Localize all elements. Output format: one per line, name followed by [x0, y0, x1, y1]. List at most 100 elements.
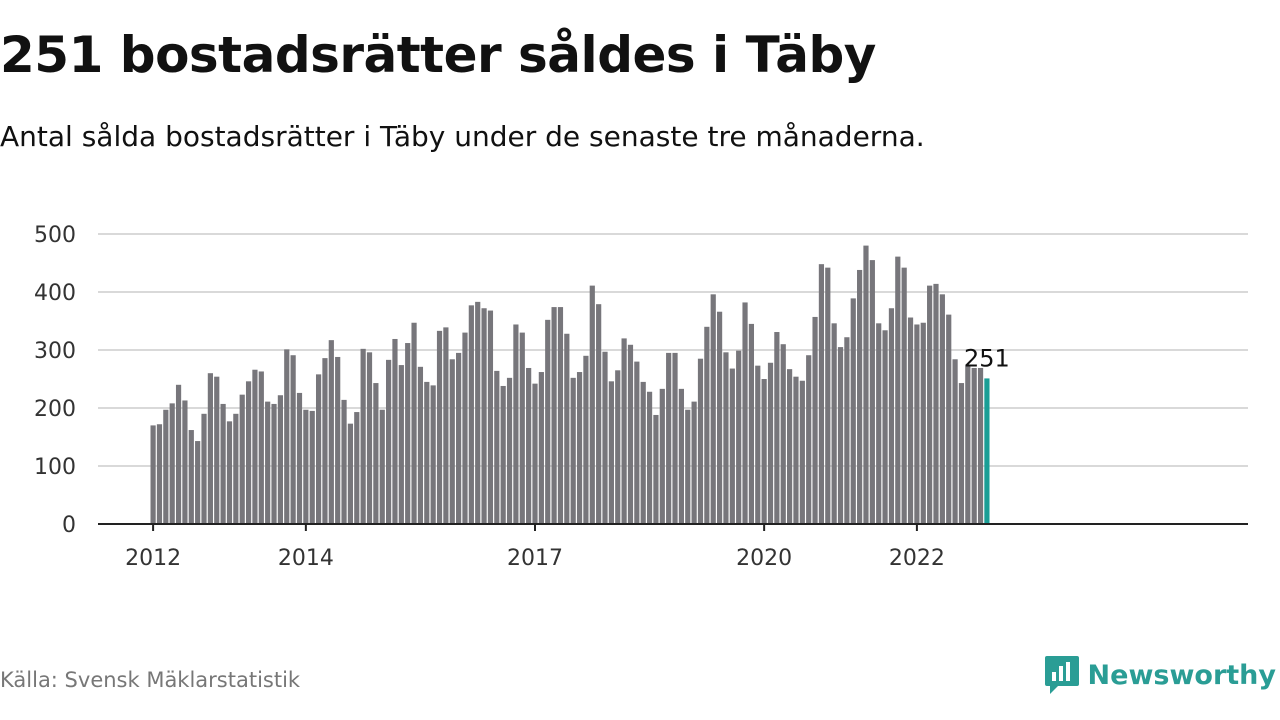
bar	[233, 413, 239, 524]
bar	[716, 311, 723, 524]
bar	[748, 323, 755, 524]
bar	[876, 323, 882, 524]
bar	[354, 412, 360, 524]
x-tick-label: 2020	[736, 546, 792, 571]
bar	[366, 352, 373, 524]
bar	[621, 338, 627, 524]
bar	[793, 376, 799, 524]
newsworthy-logo-icon	[1044, 656, 1079, 694]
bar	[449, 359, 455, 524]
bar	[303, 409, 309, 524]
bar	[487, 310, 494, 524]
bar	[602, 351, 608, 524]
brand-name: Newsworthy	[1087, 659, 1276, 691]
bar	[163, 409, 169, 524]
y-tick-label: 400	[34, 281, 76, 306]
bar	[252, 369, 258, 524]
bar	[901, 267, 907, 524]
bar	[150, 425, 156, 524]
bar	[685, 409, 691, 524]
bar	[965, 364, 971, 524]
bar	[239, 394, 245, 524]
bar	[182, 400, 188, 524]
bar	[538, 372, 544, 524]
bar	[245, 381, 252, 524]
bar	[309, 410, 315, 524]
bar	[850, 298, 856, 524]
bar	[506, 377, 513, 524]
bar	[971, 367, 977, 524]
bar	[704, 326, 710, 524]
bar	[195, 441, 201, 524]
bar	[475, 301, 481, 524]
bar	[341, 399, 347, 524]
bar	[277, 395, 283, 524]
bar	[532, 383, 538, 524]
bar	[729, 368, 735, 524]
bar	[596, 304, 602, 524]
bar	[895, 256, 901, 524]
bar	[436, 330, 443, 524]
bar	[589, 285, 595, 524]
bar	[608, 381, 614, 524]
bar	[417, 366, 424, 524]
bar	[774, 332, 780, 524]
bar-chart: 0 100 200 300 400 500 2012 2014 2017 2020 2022 251	[34, 223, 1248, 571]
bar	[335, 356, 341, 524]
bar	[188, 430, 194, 524]
bar	[456, 352, 462, 524]
highlight-bar	[984, 378, 990, 524]
bar	[634, 361, 640, 524]
chart-title: 251 bostadsrätter såldes i Täby	[0, 26, 876, 84]
bar	[481, 308, 487, 524]
bar	[939, 294, 945, 524]
x-tick-label: 2022	[889, 546, 945, 571]
bar	[500, 385, 506, 524]
bar	[201, 413, 207, 524]
bar	[513, 324, 519, 524]
bar	[347, 423, 354, 524]
bar	[812, 316, 818, 524]
bar	[678, 388, 684, 524]
bar	[914, 324, 920, 524]
bar	[933, 283, 939, 524]
bar	[296, 392, 303, 524]
brand-logo: Newsworthy	[1044, 654, 1276, 696]
bar	[697, 358, 704, 524]
bar	[837, 347, 844, 524]
bar	[869, 260, 875, 524]
bar	[379, 409, 385, 524]
bar	[927, 285, 933, 524]
bar	[761, 379, 767, 524]
bar	[526, 367, 532, 524]
bar	[755, 365, 761, 524]
bar	[653, 414, 659, 524]
bar	[627, 344, 634, 524]
y-tick-label: 500	[34, 223, 76, 248]
bar	[844, 337, 850, 524]
bar	[443, 327, 449, 524]
y-tick-label: 100	[34, 455, 76, 480]
bar	[226, 421, 233, 524]
bar	[220, 403, 226, 524]
bar	[392, 338, 398, 524]
bar	[946, 314, 952, 524]
bar	[424, 381, 430, 524]
bar	[888, 308, 895, 524]
bar	[430, 385, 436, 524]
bar	[831, 323, 837, 524]
bar	[920, 322, 926, 524]
bar	[672, 352, 678, 524]
bar	[907, 317, 914, 524]
bar	[271, 403, 277, 524]
bar	[767, 362, 774, 524]
bar	[564, 333, 570, 524]
bar	[952, 359, 958, 524]
bar	[818, 264, 825, 524]
bar	[175, 384, 182, 524]
bar	[322, 358, 328, 524]
grid-lines	[98, 233, 1248, 467]
y-tick-label: 0	[62, 513, 76, 538]
bar	[576, 372, 583, 524]
y-tick-label: 200	[34, 397, 76, 422]
